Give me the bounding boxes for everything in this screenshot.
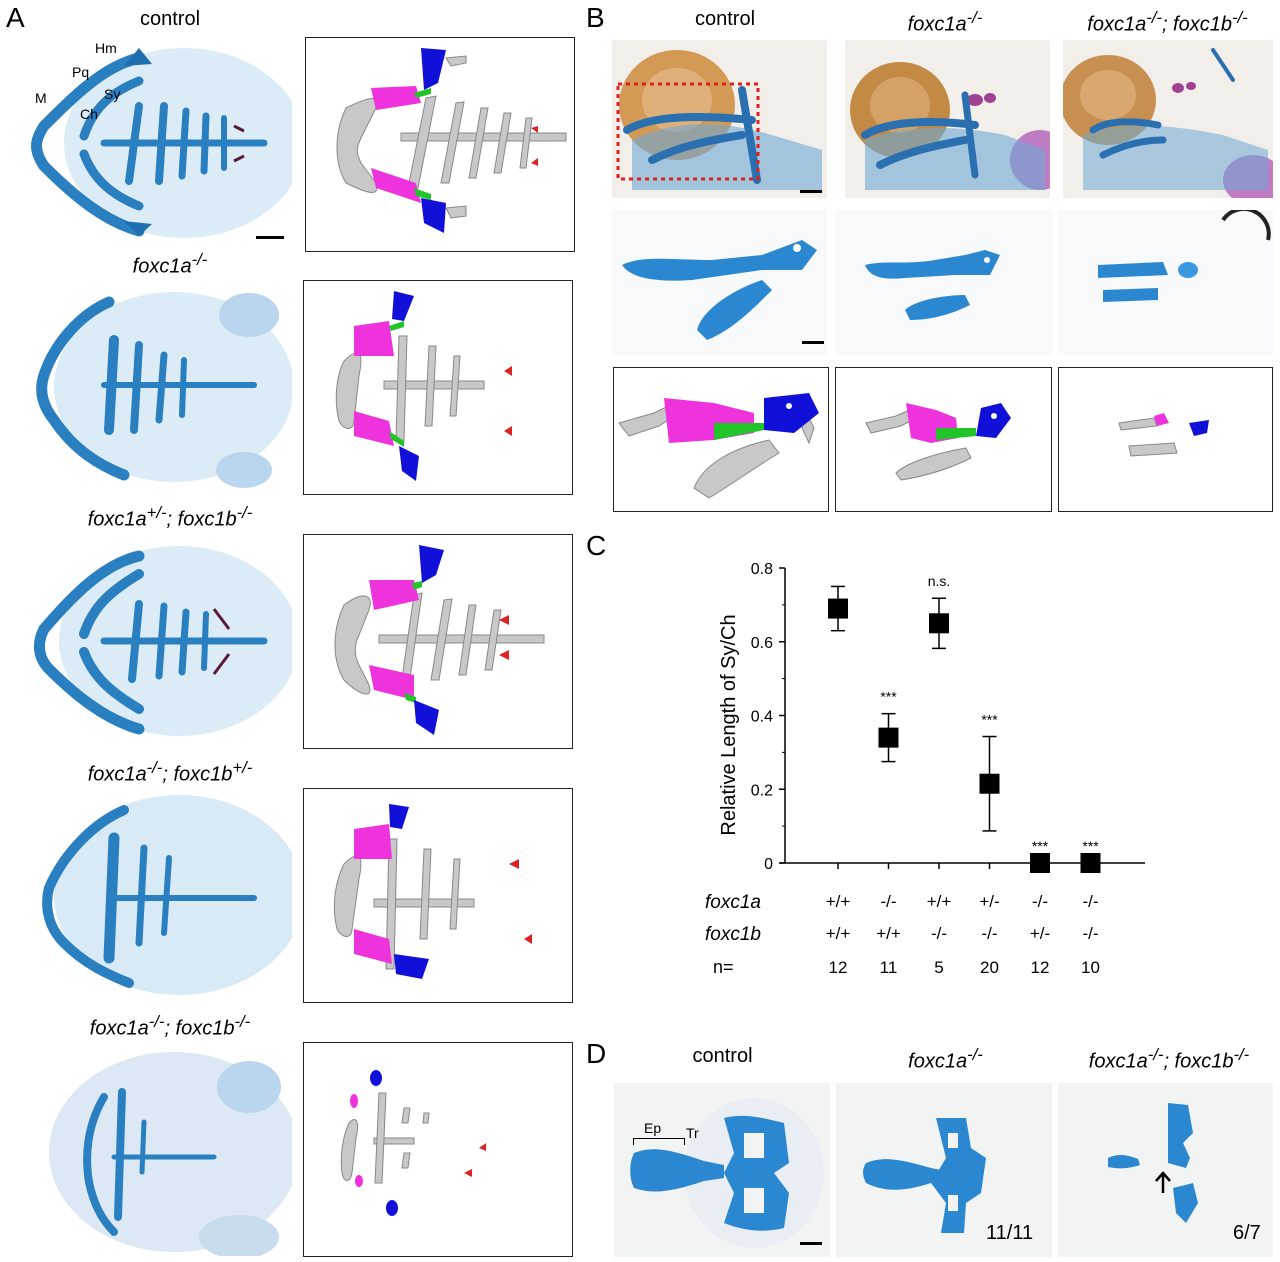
panel-a-photo-5 xyxy=(14,1042,292,1256)
panel-b-caption-2: foxc1a-/- xyxy=(907,8,983,36)
genotype-foxc1b: +/+ xyxy=(826,924,851,943)
panel-b-photo-control xyxy=(612,40,827,198)
genotype-foxc1a: +/- xyxy=(979,892,999,911)
panel-d-photo-control xyxy=(614,1083,830,1257)
genotype-foxc1a: -/- xyxy=(1082,892,1098,911)
genotype-foxc1b: +/+ xyxy=(876,924,901,943)
label-tr: Tr xyxy=(686,1125,699,1141)
significance-label: *** xyxy=(1082,838,1099,854)
sample-size: 12 xyxy=(1031,958,1050,977)
scale-bar xyxy=(256,236,284,239)
data-point xyxy=(828,598,848,619)
panel-a-photo-2 xyxy=(14,280,292,494)
chart-y-axis-label: Relative Length of Sy/Ch xyxy=(718,614,740,835)
data-point xyxy=(929,613,949,634)
significance-label: *** xyxy=(1032,838,1049,854)
panel-d-caption-1: control xyxy=(692,1045,753,1067)
data-point xyxy=(1080,853,1101,873)
genotype-foxc1b: -/- xyxy=(981,924,997,943)
sample-size: 11 xyxy=(880,958,898,977)
panel-a-photo-4 xyxy=(14,788,292,1002)
genotype-foxc1a: -/- xyxy=(880,892,896,911)
panel-d-photo-2 xyxy=(836,1083,1052,1257)
panel-b-letter: B xyxy=(586,2,605,33)
panel-a-caption-4: foxc1a-/-; foxc1b+/- xyxy=(87,758,253,786)
panel-c-letter: C xyxy=(586,530,607,561)
significance-label: n.s. xyxy=(928,573,951,589)
label-ep: Ep xyxy=(644,1120,662,1136)
genotype-foxc1a: +/+ xyxy=(826,892,851,911)
panel-a-caption-1: control xyxy=(139,8,201,30)
panel-b-photo-3 xyxy=(1063,40,1273,198)
y-tick-label: 0.8 xyxy=(751,561,773,578)
panel-a-caption-5: foxc1a-/-; foxc1b-/- xyxy=(89,1012,251,1040)
panel-a-caption-2: foxc1a-/- xyxy=(132,250,208,278)
row-label-n: n= xyxy=(713,957,734,977)
ep-bracket xyxy=(633,1138,685,1145)
y-tick-label: 0.6 xyxy=(751,635,773,652)
y-tick-label: 0.4 xyxy=(751,709,773,726)
genotype-foxc1b: -/- xyxy=(931,924,947,943)
sample-size: 10 xyxy=(1081,958,1100,977)
sample-size: 20 xyxy=(980,958,999,977)
scale-bar xyxy=(802,341,824,344)
panel-d-caption-3: foxc1a-/-; foxc1b-/- xyxy=(1088,1045,1250,1073)
data-point xyxy=(878,727,899,748)
panel-b-schematic-3 xyxy=(1058,367,1273,512)
genotype-foxc1b: -/- xyxy=(1082,924,1098,943)
sample-size: 12 xyxy=(829,958,848,977)
panel-b-caption-3: foxc1a-/-; foxc1b-/- xyxy=(1087,8,1248,36)
data-point xyxy=(979,773,1000,794)
label-sy: Sy xyxy=(104,86,121,102)
row-label-foxc1b: foxc1b xyxy=(705,924,761,945)
panel-a-photo-3 xyxy=(14,534,292,748)
count-double: 6/7 xyxy=(1233,1222,1261,1244)
panel-a-schematic-4 xyxy=(303,788,573,1003)
genotype-foxc1a: -/- xyxy=(1032,892,1048,911)
sample-size: 5 xyxy=(934,958,943,977)
panel-b-caption-1: control xyxy=(694,8,756,30)
row-label-foxc1a: foxc1a xyxy=(705,892,761,913)
panel-b-closeup-control xyxy=(612,210,827,355)
panel-b-schematic-2 xyxy=(835,367,1052,512)
y-tick-label: 0.2 xyxy=(751,782,773,799)
panel-a-schematic-1 xyxy=(305,37,575,252)
panel-a-caption-3: foxc1a+/-; foxc1b-/- xyxy=(87,503,253,531)
panel-a-letter: A xyxy=(6,2,25,33)
genotype-foxc1b: +/- xyxy=(1030,924,1050,943)
label-m: M xyxy=(35,90,47,106)
panel-c-chart: Relative Length of Sy/Ch 0 0.2 0.4 0.6 0.8 *… xyxy=(705,561,1145,977)
panel-d-caption-2: foxc1a-/- xyxy=(908,1045,983,1073)
panel-a-schematic-3 xyxy=(303,534,573,749)
panel-a-schematic-2 xyxy=(303,280,573,495)
panel-b-closeup-2 xyxy=(835,210,1053,355)
label-ch: Ch xyxy=(80,106,98,122)
significance-label: *** xyxy=(880,689,897,705)
y-tick-label: 0 xyxy=(764,856,773,873)
panel-d-photo-3 xyxy=(1058,1083,1273,1257)
panel-b-schematic-1 xyxy=(613,367,829,512)
significance-label: *** xyxy=(981,712,998,728)
count-foxc1a: 11/11 xyxy=(986,1222,1034,1244)
panel-a-schematic-5 xyxy=(303,1042,573,1257)
genotype-foxc1a: +/+ xyxy=(927,892,952,911)
label-pq: Pq xyxy=(72,64,90,80)
panel-b-photo-2 xyxy=(845,40,1050,198)
label-hm: Hm xyxy=(95,40,117,56)
scale-bar xyxy=(800,190,822,193)
data-point xyxy=(1030,853,1050,873)
panel-b-closeup-3 xyxy=(1058,210,1273,355)
panel-d-letter: D xyxy=(586,1038,607,1069)
panel-a-photo-control xyxy=(14,36,292,250)
scale-bar xyxy=(800,1242,822,1245)
